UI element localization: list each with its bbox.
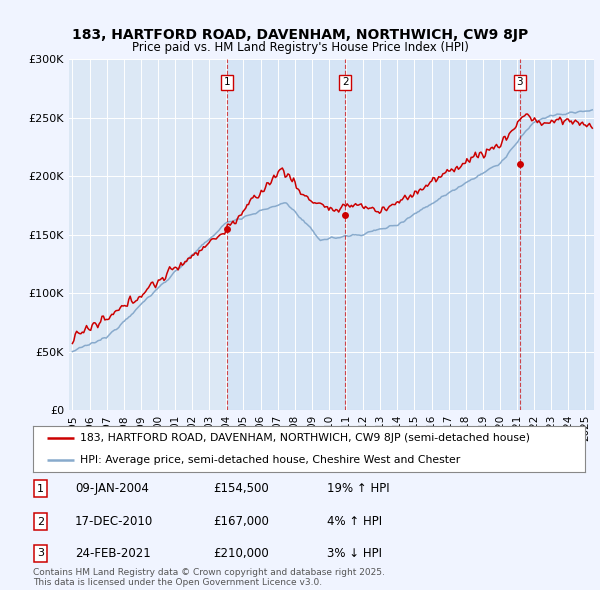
- Text: Price paid vs. HM Land Registry's House Price Index (HPI): Price paid vs. HM Land Registry's House …: [131, 41, 469, 54]
- Text: 09-JAN-2004: 09-JAN-2004: [75, 482, 149, 495]
- Text: £154,500: £154,500: [213, 482, 269, 495]
- Text: 3: 3: [37, 549, 44, 558]
- Text: 3: 3: [516, 77, 523, 87]
- Text: 3% ↓ HPI: 3% ↓ HPI: [327, 547, 382, 560]
- Bar: [346, 59, 520, 410]
- Text: 2: 2: [37, 517, 44, 526]
- Text: 1: 1: [37, 484, 44, 493]
- Text: 17-DEC-2010: 17-DEC-2010: [75, 515, 153, 528]
- Text: 1: 1: [224, 77, 230, 87]
- Bar: [227, 59, 346, 410]
- Text: 183, HARTFORD ROAD, DAVENHAM, NORTHWICH, CW9 8JP: 183, HARTFORD ROAD, DAVENHAM, NORTHWICH,…: [72, 28, 528, 42]
- Text: 19% ↑ HPI: 19% ↑ HPI: [327, 482, 389, 495]
- Text: £167,000: £167,000: [213, 515, 269, 528]
- Text: £210,000: £210,000: [213, 547, 269, 560]
- Text: HPI: Average price, semi-detached house, Cheshire West and Chester: HPI: Average price, semi-detached house,…: [80, 454, 460, 464]
- Text: Contains HM Land Registry data © Crown copyright and database right 2025.
This d: Contains HM Land Registry data © Crown c…: [33, 568, 385, 587]
- Text: 24-FEB-2021: 24-FEB-2021: [75, 547, 151, 560]
- Text: 2: 2: [342, 77, 349, 87]
- Bar: [520, 59, 594, 410]
- Text: 183, HARTFORD ROAD, DAVENHAM, NORTHWICH, CW9 8JP (semi-detached house): 183, HARTFORD ROAD, DAVENHAM, NORTHWICH,…: [80, 434, 530, 444]
- Text: 4% ↑ HPI: 4% ↑ HPI: [327, 515, 382, 528]
